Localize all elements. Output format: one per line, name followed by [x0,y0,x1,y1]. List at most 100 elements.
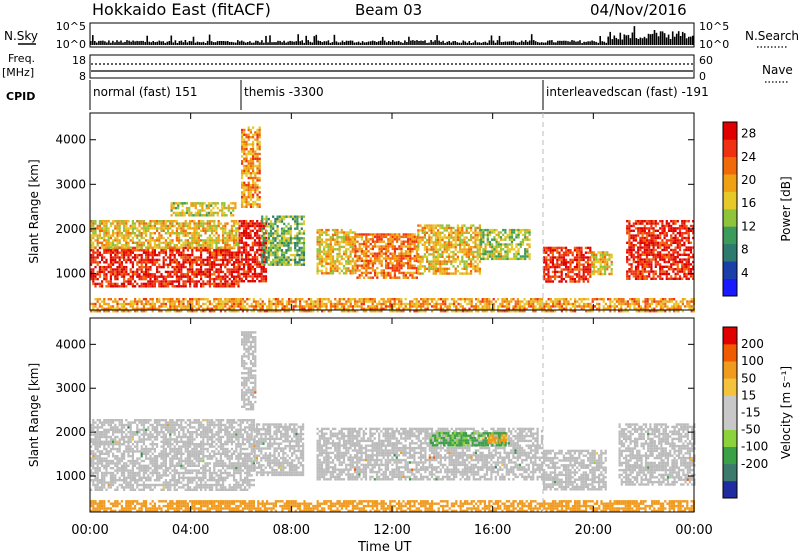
echo-cell [407,238,410,241]
echo-cell [114,273,117,276]
echo-cell [632,224,635,228]
echo-cell [118,246,121,249]
echo-cell [224,249,227,252]
echo-cell [184,239,187,242]
echo-cell [411,250,414,253]
echo-cell [240,256,243,259]
noise-bar [130,41,132,45]
echo-cell [628,234,631,237]
echo-cell [626,229,629,232]
echo-cell [225,206,228,210]
echo-cell [267,241,270,245]
echo-cell [211,277,214,281]
echo-cell [112,285,115,288]
echo-cell [158,300,161,303]
echo-cell [175,232,178,235]
echo-cell [430,248,433,251]
echo-cell [445,246,448,249]
echo-cell [207,214,211,217]
echo-cell [285,263,288,266]
echo-cell [252,186,255,189]
echo-cell [681,222,684,225]
echo-cell [245,205,248,208]
echo-cell [643,220,646,223]
echo-cell [160,246,163,249]
echo-cell [632,260,635,264]
noise-bar [134,41,136,45]
echo-cell [149,244,152,247]
echo-cell [554,270,557,274]
echo-cell [639,232,642,235]
echo-cell [637,272,640,276]
echo-cell [164,305,167,308]
echo-cell [147,300,150,303]
echo-cell [193,239,196,242]
echo-cell [393,257,396,260]
noise-bar [534,41,537,45]
echo-cell [190,211,193,215]
echo-cell [665,232,668,235]
noise-bar [514,41,517,45]
echo-cell [222,258,225,262]
echo-cell [663,272,666,276]
echo-cell [258,260,261,264]
echo-cell [241,136,244,139]
echo-cell [235,234,238,237]
echo-cell [90,222,93,225]
echo-cell [327,245,330,249]
noise-bar [466,42,469,45]
echo-cell [432,265,435,268]
echo-cell [226,285,229,288]
echo-cell [256,160,259,163]
echo-cell [495,245,498,249]
echo-cell [241,140,244,144]
echo-cell [687,272,690,276]
echo-cell [484,243,487,246]
echo-cell [118,268,121,271]
echo-cell [215,224,218,228]
echo-cell [678,232,682,235]
noise-bar [351,40,354,45]
echo-cell [109,280,112,283]
echo-cell [258,179,261,182]
echo-cell [243,205,246,208]
echo-cell [254,191,257,194]
noise-bar [94,41,96,45]
echo-cell [661,239,664,242]
echo-cell [628,229,631,232]
echo-cell [233,246,236,249]
echo-cell [421,258,424,261]
echo-cell [478,248,481,251]
echo-cell [274,222,277,226]
echo-cell [443,226,446,230]
echo-cell [180,256,183,259]
echo-cell [215,270,218,274]
echo-cell [193,256,196,259]
echo-cell [178,268,181,271]
echo-cell [145,239,148,242]
echo-cell [109,298,112,301]
echo-cell [249,265,252,268]
echo-cell [294,222,297,226]
echo-cell [219,258,222,262]
echo-cell [628,251,631,254]
echo-cell [628,241,631,244]
echo-cell [186,261,189,264]
noise-bar [363,42,366,45]
echo-cell [320,260,324,263]
noise-bar [343,42,346,45]
echo-cell [194,202,197,205]
echo-cell [331,248,335,251]
echo-cell [98,246,101,250]
echo-cell [643,232,646,235]
echo-cell [241,174,244,177]
echo-cell [543,261,546,264]
echo-cell [459,238,462,242]
echo-cell [567,265,570,269]
echo-cell [428,224,431,227]
echo-cell [147,258,150,262]
echo-cell [285,225,288,228]
noise-bar [297,34,299,45]
echo-cell [101,305,104,308]
echo-cell [674,272,677,276]
